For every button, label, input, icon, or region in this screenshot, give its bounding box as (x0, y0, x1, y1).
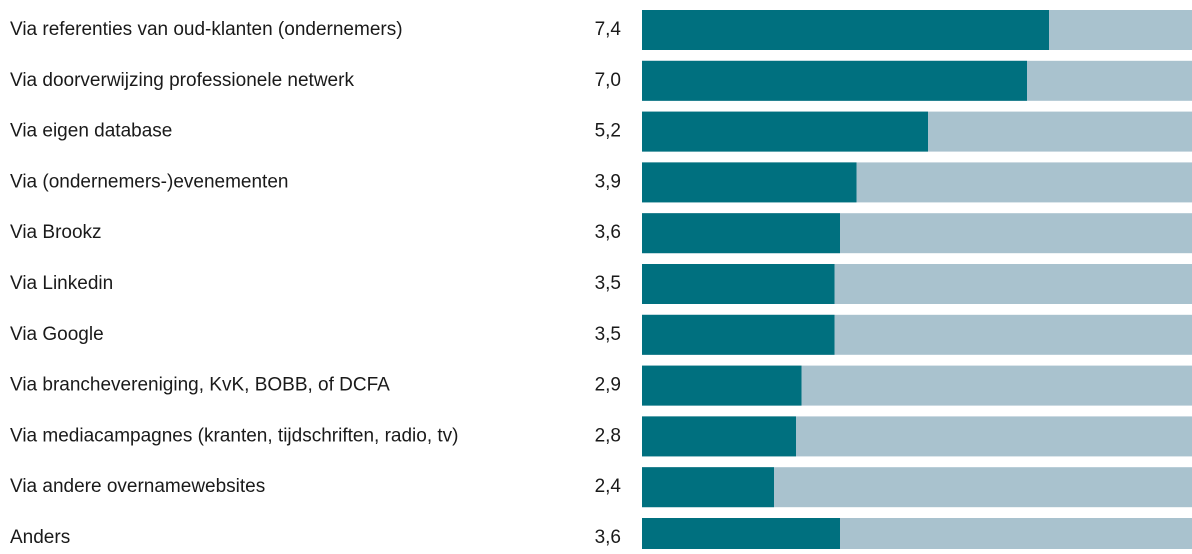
category-label: Via Brookz (10, 222, 102, 243)
bar (642, 213, 840, 254)
category-label: Via eigen database (10, 121, 172, 142)
bar (642, 162, 857, 203)
category-label: Via andere overnamewebsites (10, 476, 265, 497)
category-label: Via Linkedin (10, 273, 113, 294)
value-label: 3,9 (595, 171, 621, 192)
bar (642, 467, 774, 508)
bar (642, 365, 802, 406)
value-label: 3,6 (595, 527, 621, 548)
bar (642, 60, 1027, 101)
category-label: Via referenties van oud-klanten (onderne… (10, 19, 403, 40)
bar (642, 518, 840, 554)
value-label: 7,0 (595, 70, 621, 91)
value-label: 3,5 (595, 273, 621, 294)
value-label: 2,9 (595, 375, 621, 396)
bar (642, 416, 796, 457)
value-label: 3,5 (595, 324, 621, 345)
category-label: Via mediacampagnes (kranten, tijdschrift… (10, 425, 458, 446)
bar (642, 314, 835, 355)
bar (642, 111, 928, 152)
bar (642, 10, 1049, 50)
category-label: Anders (10, 527, 70, 548)
bar (642, 264, 835, 304)
category-label: Via (ondernemers-)evenementen (10, 171, 288, 192)
value-label: 2,8 (595, 425, 621, 446)
value-label: 7,4 (595, 19, 622, 40)
value-label: 2,4 (595, 476, 622, 497)
category-label: Via branchevereniging, KvK, BOBB, of DCF… (10, 375, 390, 396)
value-label: 5,2 (595, 121, 621, 142)
category-label: Via Google (10, 324, 104, 345)
category-label: Via doorverwijzing professionele netwerk (10, 70, 354, 91)
value-label: 3,6 (595, 222, 621, 243)
